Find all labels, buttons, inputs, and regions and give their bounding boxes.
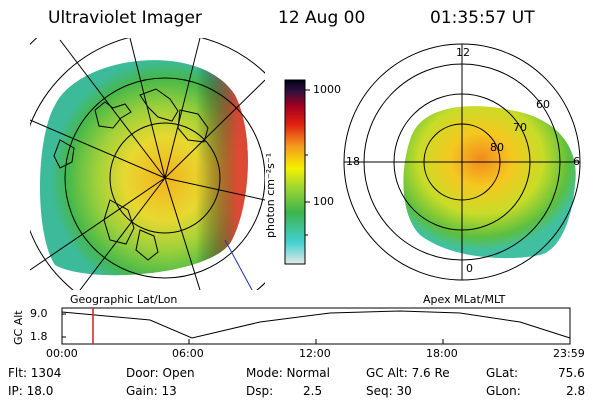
instrument-title: Ultraviolet Imager [48, 8, 202, 28]
mlat-label-70: 70 [513, 121, 527, 134]
mlt-label-12: 12 [456, 46, 470, 59]
gc-altitude: GC Alt: 7.6 Re [366, 366, 450, 380]
lon-line [129, 38, 166, 179]
lon-line [164, 177, 265, 201]
geographic-map-panel [30, 38, 265, 290]
mlat-label-80: 80 [490, 141, 504, 154]
gain-value: Gain: 13 [126, 384, 177, 398]
altitude-xtick-2359: 23:59 [553, 347, 585, 360]
door-status: Door: Open [126, 366, 195, 380]
glon-label: GLon: [486, 384, 521, 398]
lon-line [164, 38, 201, 179]
altitude-xtick-1800: 18:00 [426, 347, 458, 360]
terminator-line [224, 239, 253, 290]
altitude-xtick-0000: 00:00 [46, 347, 78, 360]
altitude-ytick-high: 9.0 [30, 307, 48, 320]
lat-circle [64, 77, 265, 279]
time-label: 01:35:57 UT [430, 8, 535, 28]
altitude-ytick-low: 1.8 [30, 330, 48, 343]
altitude-xtick-0600: 06:00 [172, 347, 204, 360]
altitude-xtick-1200: 12:00 [299, 347, 331, 360]
auroral-oval-magnetic [403, 106, 576, 259]
glat-value: 75.6 [558, 366, 585, 380]
altitude-plot [61, 307, 571, 345]
lon-line [30, 177, 166, 271]
coastline [53, 139, 75, 169]
flight-number: Flt: 1304 [8, 366, 62, 380]
altitude-plot-frame [61, 307, 571, 345]
sequence-number: Seq: 30 [366, 384, 412, 398]
altitude-curve [61, 310, 571, 339]
mlt-label-18: 18 [346, 155, 360, 168]
mlat-label-60: 60 [536, 98, 550, 111]
coastline [103, 199, 135, 245]
coastline [94, 101, 132, 129]
coastline [139, 88, 179, 122]
mlt-label-6: 6 [573, 155, 580, 168]
left-panel-caption: Geographic Lat/Lon [70, 293, 178, 306]
glat-label: GLat: [486, 366, 519, 380]
glon-value: 2.8 [566, 384, 586, 398]
ip-value: IP: 18.0 [8, 384, 54, 398]
dsp-label: Dsp: [246, 384, 274, 398]
lon-line [59, 39, 166, 179]
lon-line [164, 79, 265, 179]
colorbar-tick-1000: 1000 [313, 83, 341, 96]
lon-line [164, 177, 201, 290]
coastline [177, 109, 209, 143]
lon-line [79, 177, 166, 290]
mode-value: Mode: Normal [246, 366, 330, 380]
colorbar [284, 79, 306, 265]
altitude-ylabel: GC Alt [12, 310, 25, 345]
dsp-value: 2.5 [303, 384, 323, 398]
coastline [135, 229, 159, 261]
magnetic-polar-panel [343, 43, 581, 281]
lon-line [30, 119, 166, 179]
lat-circle [109, 122, 221, 234]
date-label: 12 Aug 00 [278, 8, 366, 28]
colorbar-tick-100: 100 [313, 195, 334, 208]
colorbar-unit-label: photon cm⁻²s⁻¹ [264, 152, 277, 238]
right-panel-caption: Apex MLat/MLT [423, 293, 506, 306]
mlt-label-0: 0 [466, 262, 473, 275]
